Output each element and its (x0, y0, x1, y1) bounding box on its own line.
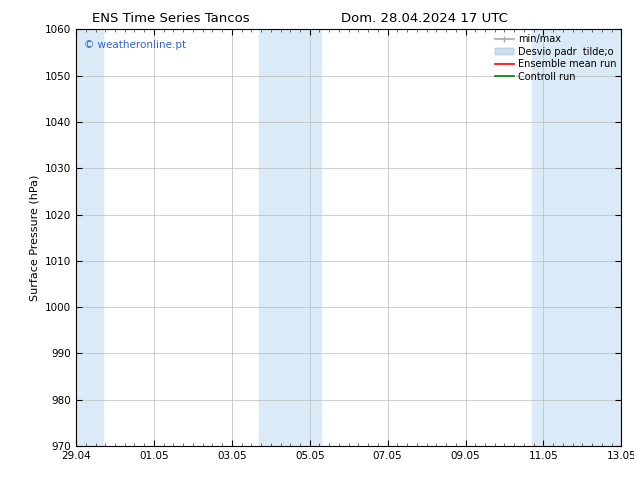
Bar (532, 29, 633, 446)
Bar (65, 29, 103, 446)
Text: Dom. 28.04.2024 17 UTC: Dom. 28.04.2024 17 UTC (341, 12, 508, 25)
Text: © weatheronline.pt: © weatheronline.pt (84, 40, 186, 50)
Legend: min/max, Desvio padr  tilde;o, Ensemble mean run, Controll run: min/max, Desvio padr tilde;o, Ensemble m… (493, 32, 618, 83)
Bar (259, 29, 321, 446)
Y-axis label: Surface Pressure (hPa): Surface Pressure (hPa) (29, 174, 39, 301)
Text: ENS Time Series Tancos: ENS Time Series Tancos (93, 12, 250, 25)
